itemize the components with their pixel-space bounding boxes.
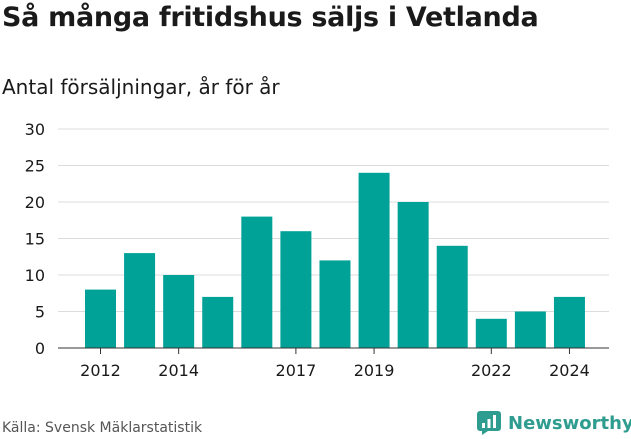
bar-2021 (436, 245, 468, 348)
bar-2019 (358, 172, 390, 348)
bar-2017 (280, 231, 312, 348)
y-tick-label: 0 (35, 339, 45, 358)
newsworthy-logo[interactable]: Newsworthy (476, 409, 631, 437)
y-tick-label: 30 (25, 120, 45, 139)
bar-2023 (514, 311, 546, 348)
bar-2014 (163, 275, 195, 348)
y-tick-label: 15 (25, 230, 45, 249)
bar-2016 (241, 216, 273, 348)
chart-subtitle: Antal försäljningar, år för år (2, 75, 280, 99)
bar-2020 (397, 202, 429, 348)
y-tick-label: 10 (25, 266, 45, 285)
x-tick-label: 2024 (549, 361, 590, 380)
source-note: Källa: Svensk Mäklarstatistik (2, 420, 203, 436)
x-tick-label: 2019 (354, 361, 395, 380)
newsworthy-chart-icon (477, 411, 501, 435)
x-tick-label: 2017 (276, 361, 317, 380)
bar-2013 (124, 253, 156, 348)
y-tick-label: 5 (35, 303, 45, 322)
x-tick-label: 2014 (158, 361, 199, 380)
chart-title: Så många fritidshus säljs i Vetlanda (2, 2, 539, 33)
bar-2018 (319, 260, 351, 348)
bar-2012 (85, 289, 116, 348)
y-tick-label: 25 (25, 157, 45, 176)
brand-name: Newsworthy (508, 412, 631, 434)
x-tick-label: 2012 (80, 361, 121, 380)
x-tick-label: 2022 (471, 361, 512, 380)
bar-2015 (202, 296, 234, 348)
bar-2022 (475, 318, 507, 348)
bar-2024 (553, 296, 585, 348)
bar-chart: 0 5 10 15 20 25 30 2012 2014 2017 2019 2022 2024 (25, 120, 609, 380)
y-tick-label: 20 (25, 193, 45, 212)
